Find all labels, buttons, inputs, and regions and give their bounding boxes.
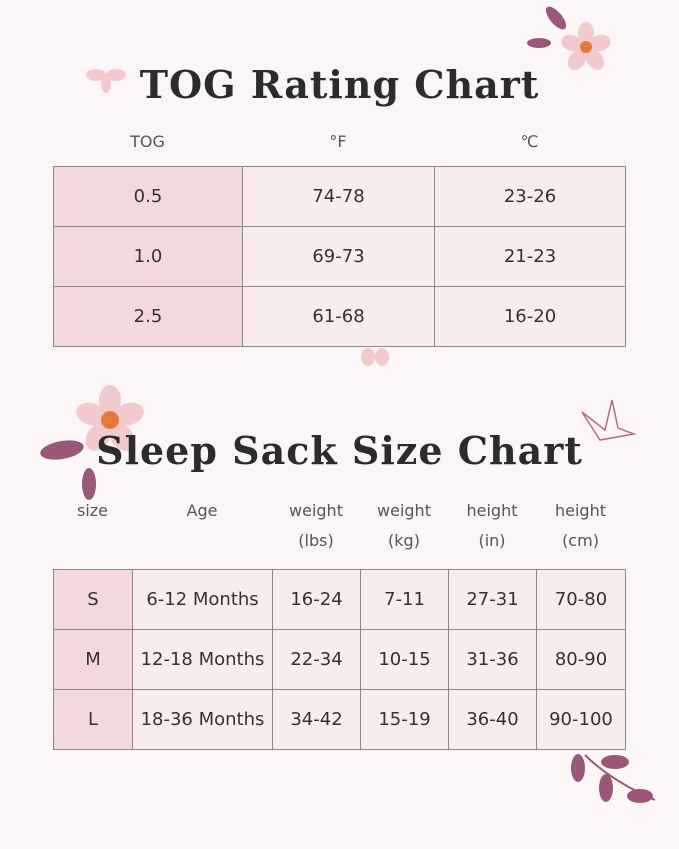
table-cell: 36-40 [448,689,537,750]
table-cell: 23-26 [434,166,626,227]
table-cell: L [53,689,133,750]
table-cell: 0.5 [53,166,243,227]
table-cell: 80-90 [536,629,626,690]
table-cell: 16-20 [434,286,626,347]
column-header: (lbs) [298,531,334,550]
table-cell: 15-19 [360,689,449,750]
table-cell: 90-100 [536,689,626,750]
table-cell: 2.5 [53,286,243,347]
column-header: weight [377,501,431,520]
table-cell: 74-78 [242,166,435,227]
column-header: Age [186,501,218,520]
title: TOG Rating Chart [139,62,540,107]
column-header: size [76,501,109,520]
column-header: (kg) [388,531,420,550]
table-cell: 27-31 [448,569,537,630]
column-header: TOG [130,132,165,151]
table-cell: M [53,629,133,690]
table-cell: 34-42 [272,689,361,750]
column-header: °F [329,132,347,151]
table-cell: 12-18 Months [132,629,273,690]
column-header: weight [289,501,343,520]
table-cell: 69-73 [242,226,435,287]
table-cell: 61-68 [242,286,435,347]
flower-top-right [561,22,611,71]
flower-left [76,385,144,451]
column-header: (in) [478,531,506,550]
table-cell: 10-15 [360,629,449,690]
table-cell: 31-36 [448,629,537,690]
table-cell: 18-36 Months [132,689,273,750]
table-cell: 1.0 [53,226,243,287]
column-header: (cm) [562,531,599,550]
column-header: height [555,501,606,520]
table-cell: 22-34 [272,629,361,690]
column-header: ℃ [520,132,539,151]
table-cell: S [53,569,133,630]
table-cell: 21-23 [434,226,626,287]
column-header: height [466,501,518,520]
table-cell: 70-80 [536,569,626,630]
table-cell: 16-24 [272,569,361,630]
table-cell: 6-12 Months [132,569,273,630]
title: Sleep Sack Size Chart [96,428,583,473]
table-cell: 7-11 [360,569,449,630]
